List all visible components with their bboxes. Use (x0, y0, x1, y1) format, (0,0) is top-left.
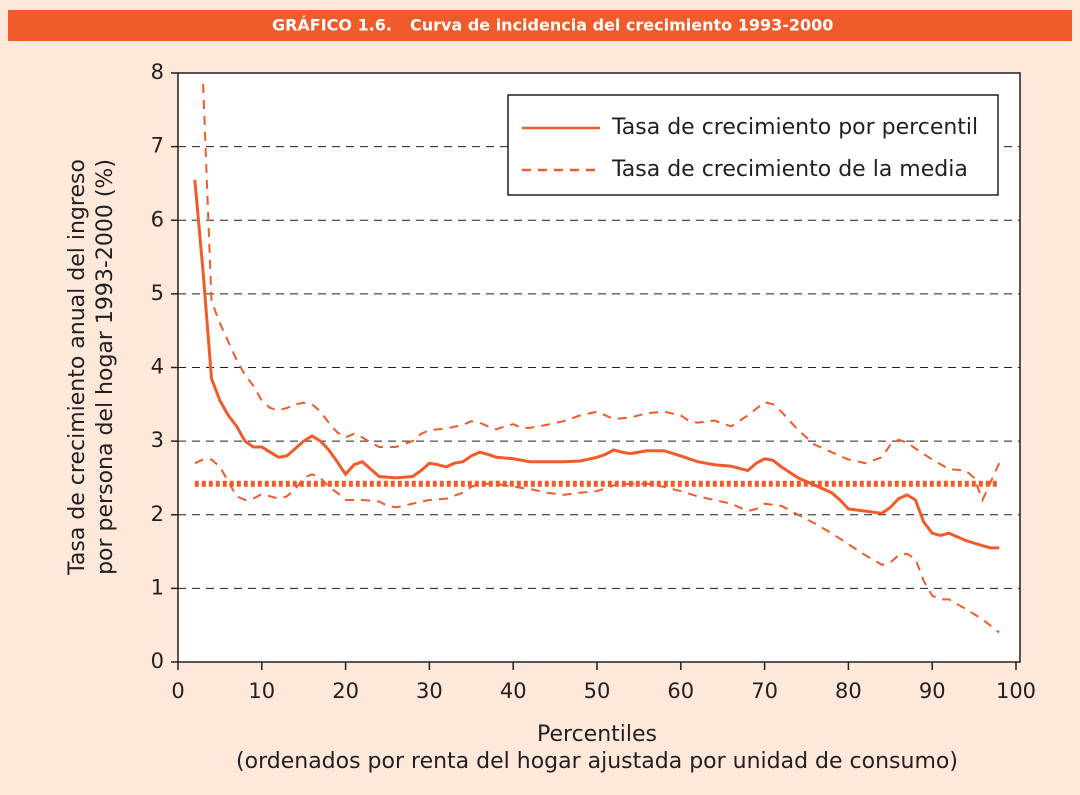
x-tick-label: 70 (751, 679, 778, 703)
y-tick-label: 8 (151, 60, 164, 84)
x-tick-label: 90 (919, 679, 946, 703)
y-tick-label: 6 (151, 207, 164, 231)
y-tick-label: 0 (151, 649, 164, 673)
y-tick-label: 1 (151, 575, 164, 599)
x-axis-label: Percentiles (537, 722, 657, 747)
x-tick-label: 40 (500, 679, 527, 703)
y-tick-label: 7 (151, 134, 164, 158)
chart-title: Curva de incidencia del crecimiento 1993… (410, 16, 833, 35)
title-bar (8, 10, 1072, 41)
series-line (202, 83, 1001, 503)
y-tick-label: 5 (151, 281, 164, 305)
x-tick-label: 100 (996, 679, 1036, 703)
chart-number: GRÁFICO 1.6. (272, 16, 392, 35)
series-line (193, 179, 1000, 550)
x-tick-label: 60 (667, 679, 694, 703)
y-tick-label: 2 (151, 502, 164, 526)
x-axis-label: (ordenados por renta del hogar ajustada … (236, 749, 958, 774)
legend-box (507, 94, 999, 196)
legend-label: Tasa de crecimiento de la media (611, 157, 968, 182)
y-tick-label: 4 (151, 355, 164, 379)
x-tick-label: 20 (332, 679, 359, 703)
y-tick-label: 3 (151, 428, 164, 452)
legend-label: Tasa de crecimiento por percentil (611, 115, 978, 140)
y-axis-label: Tasa de crecimiento anual del ingreso (65, 159, 90, 576)
series-line (194, 458, 1000, 634)
x-tick-label: 30 (416, 679, 443, 703)
x-tick-label: 80 (835, 679, 862, 703)
x-tick-label: 0 (171, 679, 184, 703)
y-axis-label: por persona del hogar 1993-2000 (%) (93, 159, 118, 575)
x-tick-label: 50 (584, 679, 611, 703)
x-tick-label: 10 (248, 679, 275, 703)
